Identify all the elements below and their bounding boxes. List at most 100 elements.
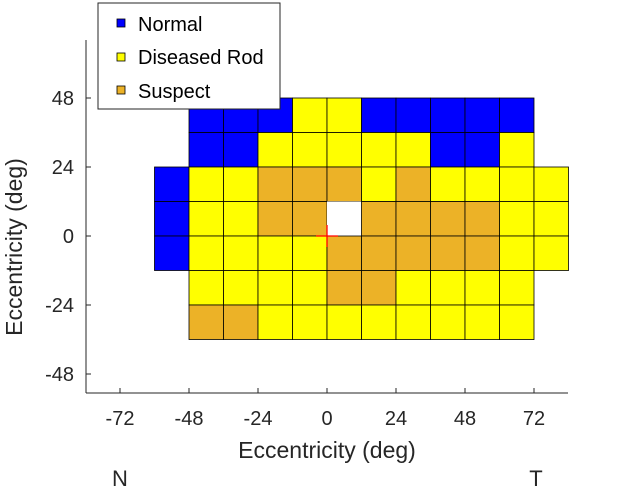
cell-diseased-rod <box>326 97 362 133</box>
cell-diseased-rod <box>257 270 293 306</box>
cell-diseased-rod <box>326 304 362 340</box>
cell-diseased-rod <box>326 132 362 168</box>
x-tick-label: 72 <box>523 408 545 430</box>
cell-diseased-rod <box>499 304 535 340</box>
cell-diseased-rod <box>292 270 328 306</box>
cell-normal <box>430 132 466 168</box>
cell-normal <box>223 132 259 168</box>
cell-suspect <box>361 235 397 271</box>
cell-suspect <box>223 304 259 340</box>
cell-normal <box>154 201 190 237</box>
cell-suspect <box>326 166 362 202</box>
cell-diseased-rod <box>257 132 293 168</box>
cell-normal <box>464 132 500 168</box>
cell-diseased-rod <box>499 201 535 237</box>
y-ticks: -48 -24 0 24 48 <box>45 88 91 386</box>
y-tick-label: -24 <box>45 295 74 317</box>
x-ticks: -72 -48 -24 0 24 48 72 <box>106 388 545 430</box>
cell-normal <box>154 166 190 202</box>
cell-suspect <box>292 166 328 202</box>
cell-suspect <box>257 166 293 202</box>
cell-diseased-rod <box>223 166 259 202</box>
cell-diseased-rod <box>223 235 259 271</box>
cell-diseased-rod <box>188 201 224 237</box>
cell-diseased-rod <box>395 304 431 340</box>
cell-suspect <box>361 201 397 237</box>
cell-suspect <box>395 166 431 202</box>
cell-diseased-rod <box>223 201 259 237</box>
cell-suspect <box>464 235 500 271</box>
y-tick-label: 24 <box>52 157 74 179</box>
cell-suspect <box>464 201 500 237</box>
x-tick-label: 48 <box>454 408 476 430</box>
cell-diseased-rod <box>361 304 397 340</box>
x-tick-label: 0 <box>321 408 332 430</box>
x-axis-label: Eccentricity (deg) <box>238 437 416 463</box>
cell-suspect <box>188 304 224 340</box>
cell-diseased-rod <box>257 235 293 271</box>
legend-swatch-diseased-rod <box>116 52 126 62</box>
cell-diseased-rod <box>292 235 328 271</box>
cell-diseased-rod <box>257 304 293 340</box>
cell-diseased-rod <box>499 235 535 271</box>
y-tick-label: 48 <box>52 88 74 110</box>
legend-box <box>97 2 281 110</box>
cell-suspect <box>361 270 397 306</box>
cell-diseased-rod <box>430 270 466 306</box>
cell-diseased-rod <box>395 132 431 168</box>
legend-swatch-normal <box>116 18 126 28</box>
cell-suspect <box>430 201 466 237</box>
cell-suspect <box>326 270 362 306</box>
temporal-label: T <box>529 466 542 491</box>
cell-diseased-rod <box>499 132 535 168</box>
legend-label-suspect: Suspect <box>138 81 211 103</box>
cell-normal <box>188 132 224 168</box>
cell-diseased-rod <box>395 270 431 306</box>
cell-blind-spot <box>327 201 362 236</box>
legend-label-normal: Normal <box>138 14 202 36</box>
x-tick-label: -48 <box>175 408 204 430</box>
cell-diseased-rod <box>188 235 224 271</box>
cell-normal <box>395 97 431 133</box>
cell-diseased-rod <box>292 132 328 168</box>
x-tick-label: -24 <box>244 408 273 430</box>
cell-suspect <box>326 235 362 271</box>
cell-diseased-rod <box>188 166 224 202</box>
legend-label-diseased-rod: Diseased Rod <box>138 47 264 69</box>
cell-normal <box>361 97 397 133</box>
cell-normal <box>154 235 190 271</box>
cell-normal <box>499 97 535 133</box>
cell-diseased-rod <box>464 270 500 306</box>
cell-normal <box>464 97 500 133</box>
cell-diseased-rod <box>292 304 328 340</box>
cell-normal <box>430 97 466 133</box>
cell-suspect <box>395 235 431 271</box>
cell-diseased-rod <box>464 166 500 202</box>
cell-suspect <box>257 201 293 237</box>
x-tick-label: 24 <box>385 408 407 430</box>
cell-diseased-rod <box>533 201 569 237</box>
y-tick-label: -48 <box>45 364 74 386</box>
cell-diseased-rod <box>533 166 569 202</box>
cell-diseased-rod <box>223 270 259 306</box>
cell-diseased-rod <box>361 166 397 202</box>
nasal-label: N <box>112 466 128 491</box>
cell-suspect <box>430 235 466 271</box>
cell-diseased-rod <box>533 235 569 271</box>
cell-diseased-rod <box>361 132 397 168</box>
fixation-marker <box>316 225 338 247</box>
cell-suspect <box>292 201 328 237</box>
legend: Normal Diseased Rod Suspect <box>97 2 281 110</box>
cell-diseased-rod <box>292 97 328 133</box>
legend-swatch-suspect <box>116 85 126 95</box>
cell-suspect <box>395 201 431 237</box>
cell-layer <box>154 97 569 340</box>
cell-diseased-rod <box>188 270 224 306</box>
y-axis-label: Eccentricity (deg) <box>1 158 27 336</box>
axes: -72 -48 -24 0 24 48 72 -48 -24 0 24 48 Eccentricit… <box>1 40 568 463</box>
cell-diseased-rod <box>464 304 500 340</box>
y-tick-label: 0 <box>63 226 74 248</box>
cell-diseased-rod <box>499 166 535 202</box>
cell-diseased-rod <box>499 270 535 306</box>
